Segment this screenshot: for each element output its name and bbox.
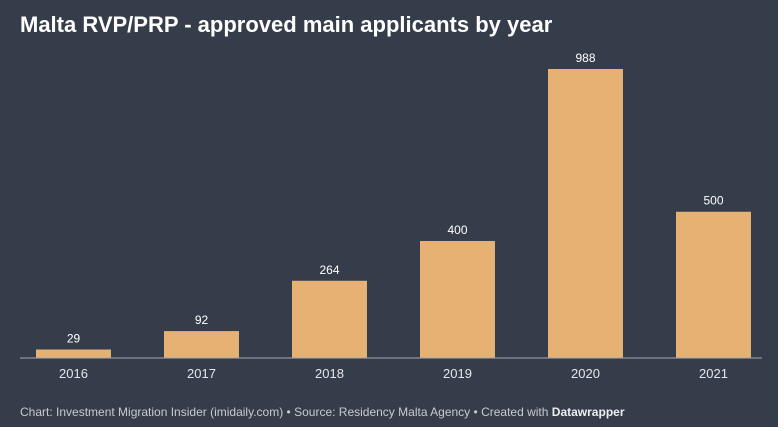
x-tick-label-2017: 2017: [187, 366, 216, 381]
value-label-2018: 264: [319, 263, 339, 277]
x-tick-label-2016: 2016: [59, 366, 88, 381]
chart-footer: Chart: Investment Migration Insider (imi…: [20, 404, 625, 420]
x-tick-label-2019: 2019: [443, 366, 472, 381]
bar-2021: [676, 211, 751, 358]
chart-title: Malta RVP/PRP - approved main applicants…: [20, 12, 553, 37]
footer-source: Source: Residency Malta Agency: [294, 405, 471, 419]
bar-2017: [164, 331, 239, 358]
bar-2016: [36, 349, 111, 358]
value-label-2017: 92: [195, 313, 209, 327]
value-label-2021: 500: [703, 194, 723, 208]
x-tick-label-2020: 2020: [571, 366, 600, 381]
bar-2019: [420, 240, 495, 358]
value-label-2019: 400: [447, 223, 467, 237]
value-label-2020: 988: [575, 51, 595, 65]
footer-separator: •: [473, 405, 478, 419]
x-tick-label-2018: 2018: [315, 366, 344, 381]
value-label-2016: 29: [67, 332, 81, 346]
footer-brand-link[interactable]: Datawrapper: [551, 405, 625, 419]
x-tick-label-2021: 2021: [699, 366, 728, 381]
footer-created-with: Created with: [481, 405, 549, 419]
footer-credit: Chart: Investment Migration Insider (imi…: [20, 405, 284, 419]
bar-2020: [548, 69, 623, 358]
bar-2018: [292, 280, 367, 358]
footer-separator: •: [286, 405, 291, 419]
